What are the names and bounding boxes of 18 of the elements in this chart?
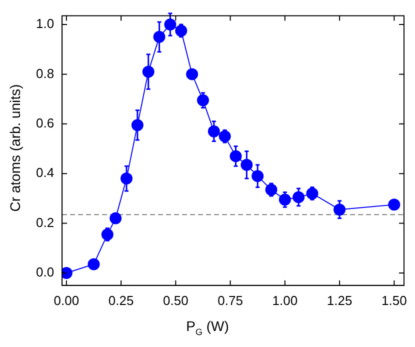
x-tick-label: 1.25 [326,292,352,308]
x-tick-label: 0.50 [163,292,188,308]
point [110,212,122,224]
point [88,258,100,270]
y-tick-label: 0.8 [36,66,54,81]
point [388,198,400,211]
x-tick-label: 0.25 [108,292,134,308]
x-tick-label: 0.00 [54,292,80,308]
y-tick-label: 0.0 [36,264,54,280]
y-tick-label: 0.6 [36,115,54,130]
y-tick-label: 1.0 [36,16,54,32]
y-tick-label: 0.4 [36,165,54,180]
x-tick-label: 1.00 [272,292,298,308]
x-tick-label: 0.75 [218,292,243,308]
y-tick-label: 0.2 [36,214,54,230]
x-tick-label: 1.50 [382,292,407,308]
y-axis-title: Cr atoms (arb. units) [7,83,23,214]
x-axis-title: P$_{G}$ (W) [185,318,230,337]
